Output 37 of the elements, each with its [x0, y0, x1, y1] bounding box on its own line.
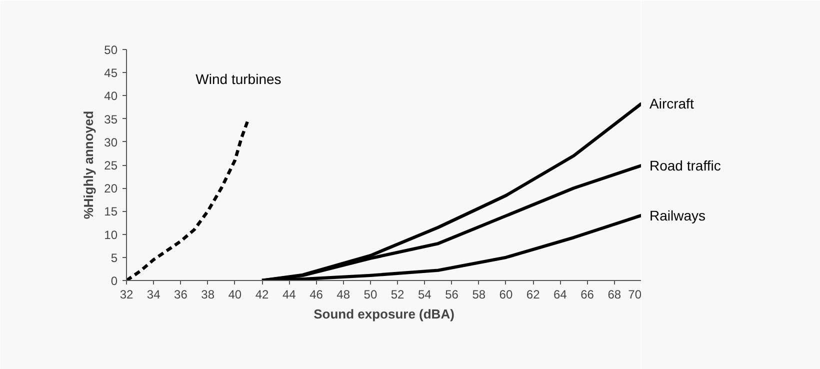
x-tick-label: 56: [445, 288, 459, 302]
y-tick-label: 5: [110, 250, 118, 265]
y-tick-label: 25: [104, 158, 118, 172]
y-tick-label: 15: [104, 204, 118, 219]
y-tick-label: 45: [104, 66, 118, 80]
x-tick-label: 60: [499, 288, 513, 302]
x-tick-label: 46: [310, 288, 324, 302]
x-tick-label: 36: [174, 288, 188, 302]
y-tick-label: 20: [104, 182, 118, 196]
series-label: Railways: [650, 207, 706, 224]
y-tick-label: 50: [104, 43, 118, 57]
x-tick-label: 40: [228, 288, 242, 302]
x-tick-label: 70: [628, 288, 642, 302]
x-tick-label: 32: [120, 288, 134, 302]
x-tick-label: 54: [418, 288, 432, 302]
x-tick-label: 52: [390, 288, 405, 302]
x-tick-label: 50: [364, 288, 378, 302]
text: Wind turbines: [196, 70, 282, 87]
x-tick-label: 58: [472, 288, 486, 302]
y-tick-label: 0: [110, 274, 118, 288]
x-tick-label: 38: [201, 288, 215, 302]
x-tick-label: 68: [608, 288, 622, 302]
series-label: Aircraft: [650, 96, 694, 112]
x-tick-label: 34: [146, 288, 161, 302]
series-label: Road traffic: [650, 157, 721, 174]
y-tick-label: 10: [104, 228, 118, 242]
y-axis-title: %Highly annoyed: [81, 110, 96, 220]
y-tick-label: 35: [104, 112, 118, 126]
y-tick-label: 40: [104, 89, 118, 104]
x-tick-label: 64: [554, 288, 568, 302]
x-tick-label: 42: [255, 288, 270, 302]
x-axis-title: Sound exposure (dBA): [314, 306, 454, 322]
x-tick-label: 48: [336, 288, 350, 302]
y-tick-label: 30: [104, 135, 118, 150]
x-tick-label: 62: [526, 288, 540, 302]
x-tick-label: 44: [282, 288, 296, 302]
x-tick-label: 66: [580, 288, 594, 302]
